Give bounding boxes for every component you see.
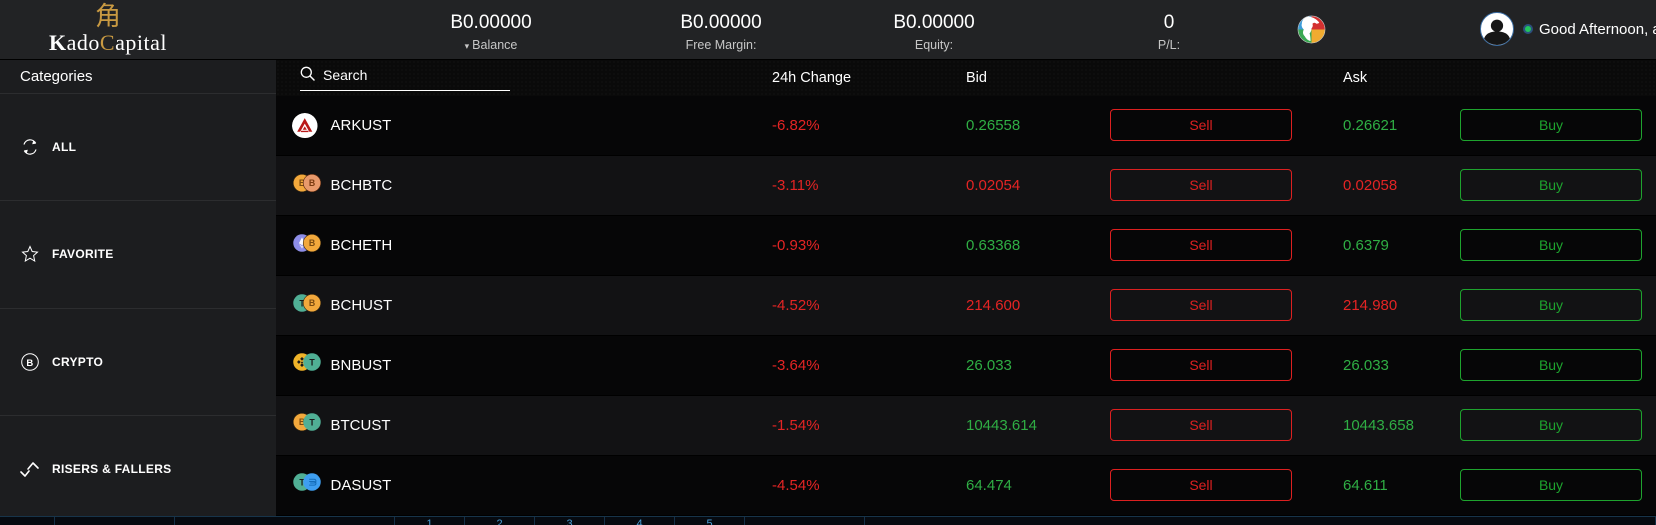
svg-text:T: T — [309, 418, 315, 428]
svg-text:B: B — [309, 298, 315, 308]
svg-text:T: T — [309, 358, 315, 368]
svg-text:B: B — [26, 358, 33, 369]
svg-text:B: B — [309, 238, 315, 248]
svg-text:B: B — [309, 178, 315, 188]
